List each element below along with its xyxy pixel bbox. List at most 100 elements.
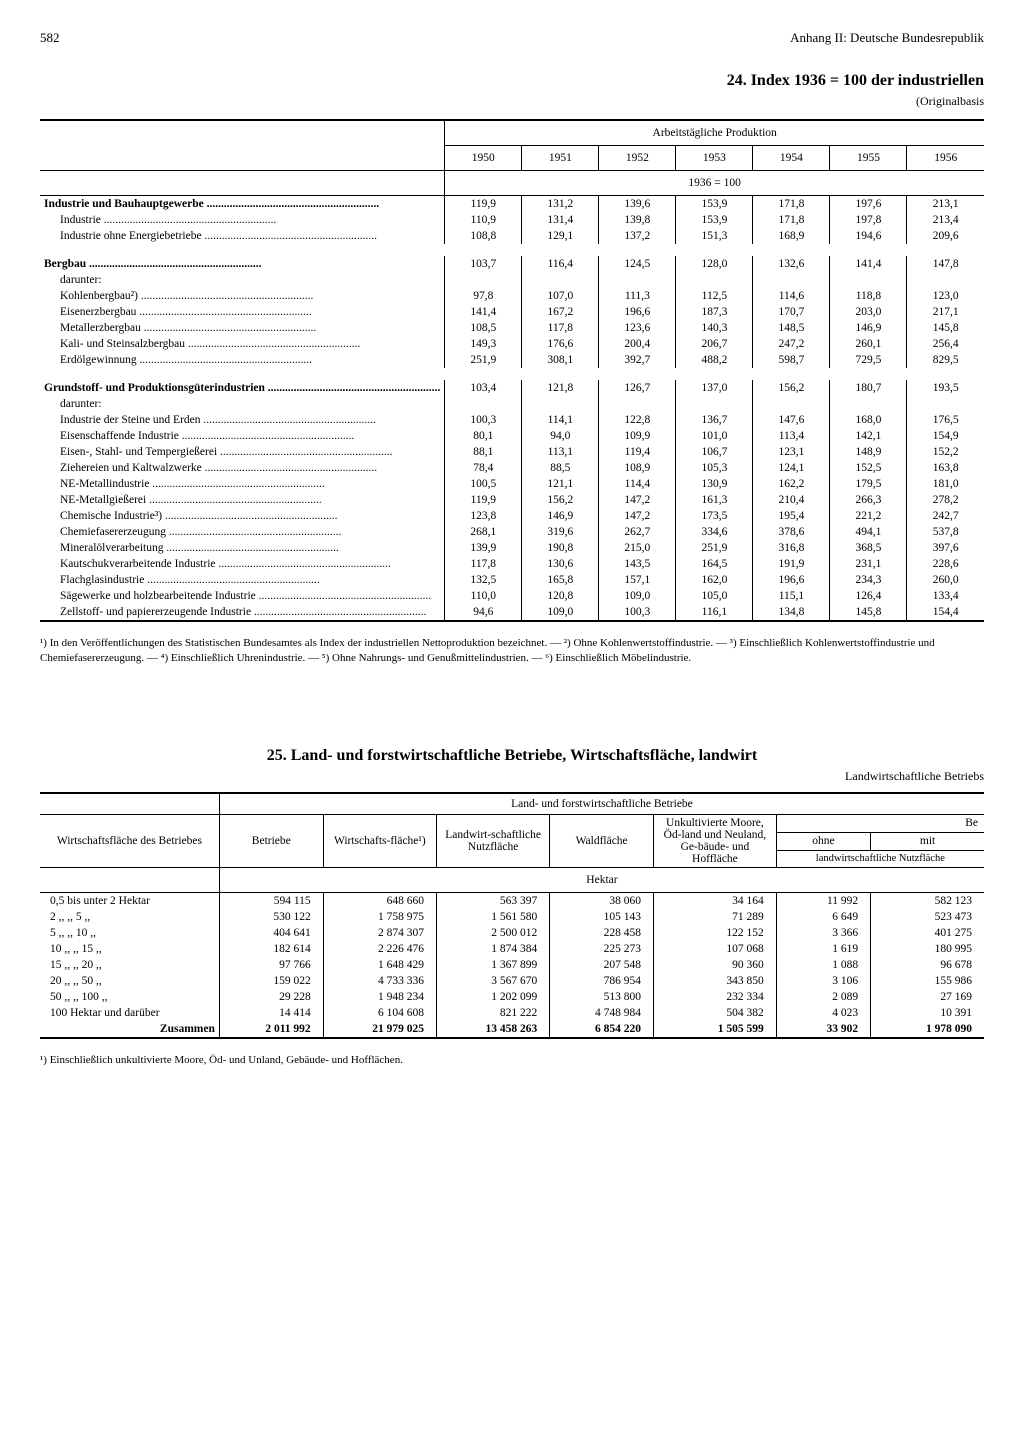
data-cell: 278,2 [907, 492, 984, 508]
data-cell: 181,0 [907, 476, 984, 492]
row-label: Kali- und Steinsalzbergbau .............… [40, 336, 445, 352]
data-cell: 78,4 [445, 460, 522, 476]
data-cell: 1 648 429 [323, 957, 436, 973]
row-label: NE-Metallindustrie .....................… [40, 476, 445, 492]
data-cell: 147,8 [907, 256, 984, 272]
data-cell: 27 169 [871, 989, 984, 1005]
data-cell: 3 366 [776, 925, 870, 941]
data-cell: 122 152 [654, 925, 777, 941]
table25: Land- und forstwirtschaftliche Betriebe … [40, 792, 984, 1043]
data-cell: 137,0 [676, 380, 753, 396]
data-cell: 2 089 [776, 989, 870, 1005]
table24: Arbeitstägliche Produktion 1950195119521… [40, 119, 984, 626]
data-cell: 140,3 [676, 320, 753, 336]
t25-h4: Landwirt-schaftliche Nutzfläche [436, 814, 549, 867]
data-cell: 116,4 [522, 256, 599, 272]
data-cell: 598,7 [753, 352, 830, 368]
data-cell: 176,6 [522, 336, 599, 352]
data-cell: 14 414 [219, 1005, 323, 1021]
t25-unit: Hektar [219, 867, 984, 892]
data-cell: 2 874 307 [323, 925, 436, 941]
data-cell: 124,5 [599, 256, 676, 272]
data-cell: 210,4 [753, 492, 830, 508]
data-cell: 131,2 [522, 196, 599, 213]
data-cell: 4 748 984 [550, 1005, 654, 1021]
data-cell: 139,6 [599, 196, 676, 213]
data-cell: 148,5 [753, 320, 830, 336]
data-cell: 821 222 [436, 1005, 549, 1021]
data-cell: 139,9 [445, 540, 522, 556]
data-cell: 308,1 [522, 352, 599, 368]
data-cell: 132,5 [445, 572, 522, 588]
row-label: Zellstoff- und papiererzeugende Industri… [40, 604, 445, 621]
data-cell: 232 334 [654, 989, 777, 1005]
data-cell: 108,9 [599, 460, 676, 476]
data-cell: 176,5 [907, 412, 984, 428]
data-cell: 108,8 [445, 228, 522, 244]
data-cell: 729,5 [830, 352, 907, 368]
table24-subtitle: (Originalbasis [40, 94, 984, 109]
data-cell: 90 360 [654, 957, 777, 973]
data-cell: 196,6 [753, 572, 830, 588]
data-cell: 231,1 [830, 556, 907, 572]
data-cell: 128,0 [676, 256, 753, 272]
data-cell: 142,1 [830, 428, 907, 444]
row-label: Zusammen [40, 1021, 219, 1038]
data-cell: 123,0 [907, 288, 984, 304]
data-cell: 145,8 [907, 320, 984, 336]
data-cell: 167,2 [522, 304, 599, 320]
year-header: 1956 [907, 146, 984, 171]
data-cell: 154,4 [907, 604, 984, 621]
data-cell: 114,6 [753, 288, 830, 304]
row-label: Erdölgewinnung .........................… [40, 352, 445, 368]
data-cell: 247,2 [753, 336, 830, 352]
data-cell: 334,6 [676, 524, 753, 540]
data-cell: 117,8 [445, 556, 522, 572]
data-cell: 537,8 [907, 524, 984, 540]
data-cell: 106,7 [676, 444, 753, 460]
data-cell: 343 850 [654, 973, 777, 989]
year-header: 1952 [599, 146, 676, 171]
data-cell: 213,1 [907, 196, 984, 213]
data-cell: 100,3 [445, 412, 522, 428]
data-cell: 134,8 [753, 604, 830, 621]
data-cell: 154,9 [907, 428, 984, 444]
data-cell: 179,5 [830, 476, 907, 492]
data-cell: 34 164 [654, 892, 777, 909]
data-cell: 156,2 [522, 492, 599, 508]
data-cell: 141,4 [445, 304, 522, 320]
data-cell: 6 649 [776, 909, 870, 925]
data-cell: 234,3 [830, 572, 907, 588]
row-label: 100 Hektar und darüber [40, 1005, 219, 1021]
data-cell: 111,3 [599, 288, 676, 304]
data-cell: 107,0 [522, 288, 599, 304]
data-cell: 1 948 234 [323, 989, 436, 1005]
data-cell: 262,7 [599, 524, 676, 540]
data-cell: 206,7 [676, 336, 753, 352]
data-cell: 200,4 [599, 336, 676, 352]
t25-spanner: Land- und forstwirtschaftliche Betriebe [219, 793, 984, 815]
data-cell: 163,8 [907, 460, 984, 476]
data-cell: 131,4 [522, 212, 599, 228]
data-cell: 504 382 [654, 1005, 777, 1021]
row-label: Kautschukverarbeitende Industrie .......… [40, 556, 445, 572]
row-label: 15 ,, ,, 20 ,, [40, 957, 219, 973]
data-cell: 97 766 [219, 957, 323, 973]
data-cell: 10 391 [871, 1005, 984, 1021]
data-cell: 38 060 [550, 892, 654, 909]
data-cell: 141,4 [830, 256, 907, 272]
row-label: Grundstoff- und Produktionsgüterindustri… [40, 380, 445, 396]
data-cell: 155 986 [871, 973, 984, 989]
data-cell: 494,1 [830, 524, 907, 540]
data-cell: 3 106 [776, 973, 870, 989]
data-cell: 1 874 384 [436, 941, 549, 957]
data-cell: 159 022 [219, 973, 323, 989]
row-label: Ziehereien und Kaltwalzwerke ...........… [40, 460, 445, 476]
data-cell: 397,6 [907, 540, 984, 556]
data-cell: 209,6 [907, 228, 984, 244]
data-cell: 368,5 [830, 540, 907, 556]
data-cell: 171,8 [753, 196, 830, 213]
data-cell: 193,5 [907, 380, 984, 396]
t25-h2: Betriebe [219, 814, 323, 867]
data-cell: 105 143 [550, 909, 654, 925]
